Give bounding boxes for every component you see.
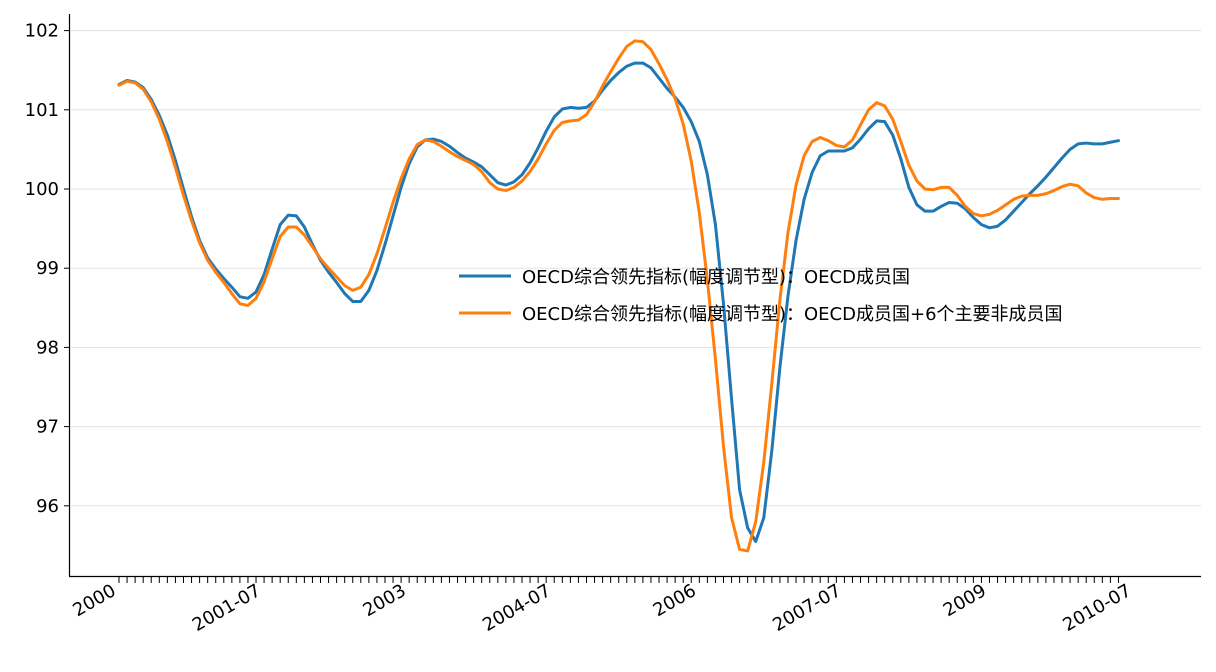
gridlines [69,30,1201,507]
y-axis-ticks: 96 97 98 99 100 101 102 [25,21,69,517]
y-tick-label-96: 96 [36,496,59,517]
series-line-0 [117,61,1120,543]
legend-label-oecd-plus-6: OECD综合领先指标(幅度调节型)：OECD成员国+6个主要非成员国 [522,304,1063,325]
x-tick-label-2003: 2003 [359,580,409,621]
y-tick-label-100: 100 [25,179,59,200]
series-lines [117,39,1120,553]
y-tick-label-99: 99 [36,258,59,279]
x-tick-label-2006: 2006 [650,580,700,621]
legend-label-oecd: OECD综合领先指标(幅度调节型)：OECD成员国 [522,267,910,288]
x-tick-label-2009: 2009 [940,580,990,621]
x-tick-label-2000: 2000 [69,580,119,621]
x-axis-ticks [118,576,1119,583]
x-tick-label-2004-07: 2004-07 [479,580,555,636]
x-axis-tick-labels: 2000 2001-07 2003 2004-07 2006 2007-07 2009 201… [69,580,1135,636]
y-tick-label-98: 98 [36,337,59,358]
x-tick-label-2010-07: 2010-07 [1059,580,1135,636]
y-tick-label-101: 101 [25,100,59,121]
x-tick-label-2007-07: 2007-07 [769,580,845,636]
y-tick-label-102: 102 [25,21,59,42]
x-tick-label-2001-07: 2001-07 [189,580,265,636]
y-tick-label-97: 97 [36,417,59,438]
series-line-1 [117,39,1120,553]
legend: OECD综合领先指标(幅度调节型)：OECD成员国 OECD综合领先指标(幅度调… [459,267,1063,325]
